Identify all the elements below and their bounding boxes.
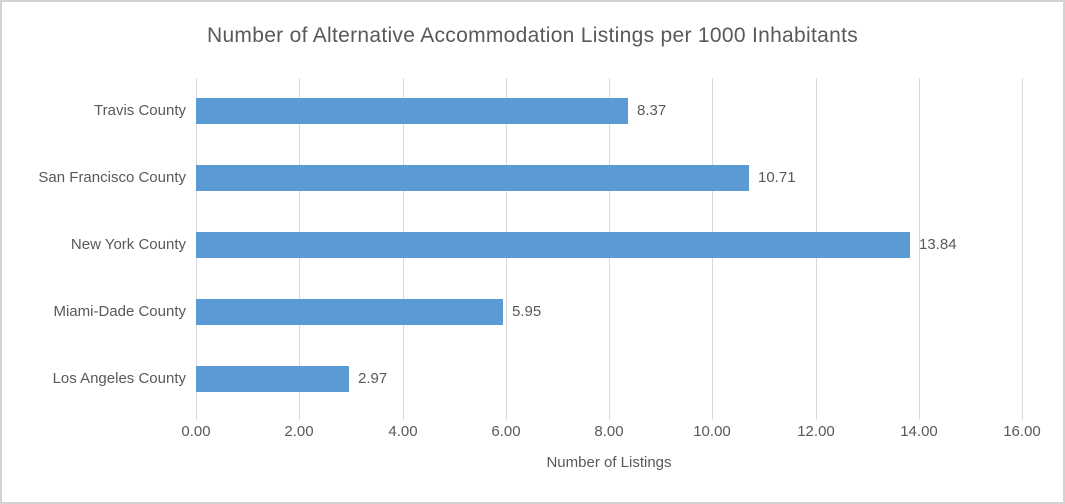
bar-value-label: 10.71 [758,169,796,186]
bar [196,232,910,258]
bar-value-label: 5.95 [512,303,542,320]
x-tick-label: 12.00 [797,423,835,440]
plot-area: 8.37 10.71 13.84 5.95 2.97 [196,78,1023,420]
bar [196,165,749,191]
gridline [919,78,920,420]
chart-title: Number of Alternative Accommodation List… [206,24,859,47]
bar [196,366,349,392]
category-label: Travis County [94,102,186,119]
x-tick-label: 0.00 [181,423,211,440]
x-axis-title: Number of Listings [546,454,672,471]
gridline [1022,78,1023,420]
category-label: Miami-Dade County [53,303,186,320]
bar [196,98,628,124]
x-tick-label: 6.00 [491,423,521,440]
x-tick-label: 16.00 [1003,423,1041,440]
bar-value-label: 13.84 [919,236,957,253]
bar-value-label: 2.97 [358,370,388,387]
category-label: San Francisco County [38,169,186,186]
x-tick-label: 4.00 [388,423,418,440]
bar-value-label: 8.37 [637,102,667,119]
x-tick-label: 14.00 [900,423,938,440]
category-label: Los Angeles County [52,370,186,387]
x-tick-label: 2.00 [284,423,314,440]
bar [196,299,503,325]
x-tick-label: 8.00 [594,423,624,440]
x-tick-label: 10.00 [693,423,731,440]
category-label: New York County [70,236,186,253]
